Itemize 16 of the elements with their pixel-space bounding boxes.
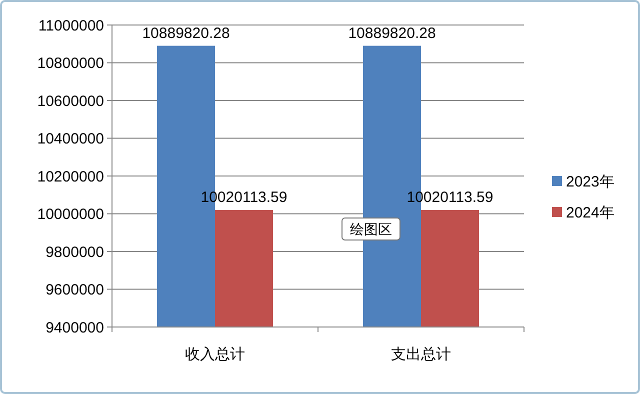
y-tick-label: 10000000 — [37, 206, 104, 223]
y-tick-label: 11000000 — [38, 17, 104, 34]
x-tick-label: 收入总计 — [185, 346, 245, 363]
legend-label: 2023年 — [566, 173, 614, 190]
y-tick-label: 9400000 — [46, 319, 104, 336]
x-tick-label: 支出总计 — [391, 346, 451, 363]
data-label: 10889820.28 — [142, 24, 230, 42]
y-tick-label: 10400000 — [37, 130, 104, 148]
legend-label: 2024年 — [566, 204, 614, 222]
annotation: 绘图区 — [350, 220, 392, 237]
y-tick-label: 9600000 — [46, 282, 104, 298]
y-tick-label: 10800000 — [37, 55, 104, 72]
y-tick-label: 10600000 — [37, 92, 104, 110]
y-tick-label: 10200000 — [37, 168, 104, 186]
data-label: 10889820.28 — [348, 24, 436, 42]
y-tick-label: 9800000 — [46, 244, 104, 261]
